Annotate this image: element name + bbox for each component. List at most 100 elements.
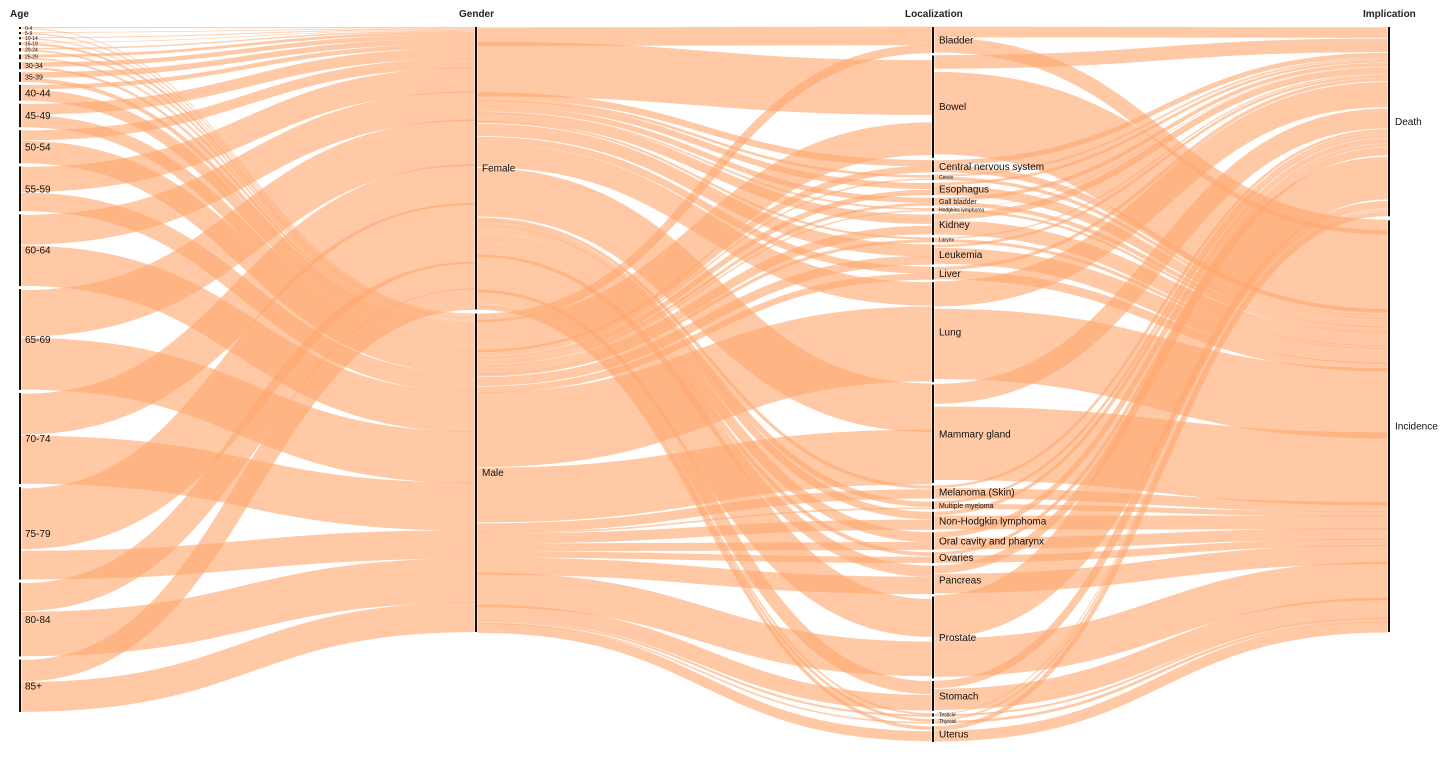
ribbon-gender-male-to-gall-bladder [477, 202, 932, 366]
ribbon-gender-male-to-thyroid [477, 622, 932, 724]
axis-segment-gender-female [475, 27, 477, 310]
ribbon-localization-gall-bladder-to-death [934, 62, 1388, 202]
category-label-age-80-84[interactable]: 80-84 [25, 615, 51, 626]
ribbon-age-80-84-to-female [21, 261, 475, 612]
ribbon-gender-male-to-uterus [477, 622, 932, 742]
category-label-localization-uterus[interactable]: Uterus [939, 730, 968, 741]
category-label-localization-non-hodgkin-lymphoma[interactable]: Non-Hodgkin lymphoma [939, 516, 1047, 527]
axis-segment-localization-prostate [932, 596, 934, 679]
category-label-age-10-14[interactable]: 10-14 [25, 36, 38, 42]
ribbon-age-55-59-to-female [21, 67, 475, 192]
category-label-age-50-54[interactable]: 50-54 [25, 142, 51, 153]
ribbon-gender-male-to-leukemia [477, 255, 932, 387]
ribbon-gender-male-to-hodgkins-lymphoma [477, 209, 932, 367]
category-label-age-5-9[interactable]: 5-9 [25, 31, 32, 37]
ribbon-age-15-19-to-female [21, 29, 475, 43]
axis-segment-localization-gall-bladder [932, 197, 934, 206]
category-label-localization-pancreas[interactable]: Pancreas [939, 575, 981, 586]
category-label-localization-multiple-myeloma[interactable]: Multiple myeloma [939, 503, 994, 510]
category-label-localization-gall-bladder[interactable]: Gall bladder [939, 199, 977, 206]
ribbon-localization-kidney-to-death [934, 67, 1388, 220]
dimension-title-gender[interactable]: Gender [459, 9, 494, 20]
category-label-age-15-19[interactable]: 15-19 [25, 41, 38, 47]
category-label-localization-testicle[interactable]: Testicle [939, 713, 956, 719]
axis-segment-localization-esophagus [932, 182, 934, 196]
category-label-localization-liver[interactable]: Liver [939, 269, 961, 280]
category-label-age-70-74[interactable]: 70-74 [25, 434, 51, 445]
ribbon-age-70-74-to-female [21, 164, 475, 435]
axis-segment-localization-thyroid [932, 719, 934, 724]
category-label-age-85[interactable]: 85+ [25, 681, 42, 692]
category-label-age-20-24[interactable]: 20-24 [25, 47, 38, 53]
dimension-title-age[interactable]: Age [10, 9, 29, 20]
ribbon-age-20-24-to-female [21, 30, 475, 50]
category-label-gender-male[interactable]: Male [482, 468, 504, 479]
category-label-age-30-34[interactable]: 30-34 [25, 63, 43, 70]
category-label-age-55-59[interactable]: 55-59 [25, 184, 51, 195]
category-label-age-65-69[interactable]: 65-69 [25, 335, 51, 346]
ribbon-localization-bowel-to-death [934, 38, 1388, 69]
ribbon-age-60-64-to-female [21, 91, 475, 245]
ribbon-age-75-79-to-male [21, 530, 475, 580]
ribbon-localization-leukemia-to-incidence [934, 247, 1388, 364]
axis-segment-localization-mammary-gland [932, 384, 934, 483]
axis-segment-age-30-34 [19, 62, 21, 70]
category-label-implication-death[interactable]: Death [1395, 117, 1422, 128]
category-label-localization-bowel[interactable]: Bowel [939, 102, 966, 113]
ribbon-localization-kidney-to-incidence [934, 220, 1388, 347]
category-label-localization-kidney[interactable]: Kidney [939, 220, 970, 231]
ribbon-age-85-to-male [21, 602, 475, 712]
axis-segment-age-40-44 [19, 84, 21, 101]
category-label-age-40-44[interactable]: 40-44 [25, 88, 51, 99]
axis-segment-age-0-4 [19, 27, 21, 30]
category-label-localization-thyroid[interactable]: Thyroid [939, 719, 956, 725]
ribbon-gender-male-to-lung [477, 306, 932, 468]
ribbon-localization-thyroid-to-death [934, 209, 1388, 721]
category-label-localization-larynx[interactable]: Larynx [939, 238, 955, 244]
category-label-localization-oral-cavity-and-pharynx[interactable]: Oral cavity and pharynx [939, 537, 1044, 548]
axis-segment-age-55-59 [19, 166, 21, 212]
ribbon-gender-male-to-esophagus [477, 189, 932, 363]
axis-segment-age-65-69 [19, 289, 21, 390]
category-label-localization-stomach[interactable]: Stomach [939, 691, 978, 702]
ribbon-layer [20, 26, 1389, 742]
ribbon-localization-central-nervous-system-to-death [934, 52, 1388, 166]
category-label-age-60-64[interactable]: 60-64 [25, 246, 51, 257]
axis-segment-localization-bladder [932, 27, 934, 53]
ribbon-gender-male-to-larynx [477, 239, 932, 377]
category-label-age-35-39[interactable]: 35-39 [25, 74, 43, 81]
ribbon-localization-non-hodgkin-lymphoma-to-death [934, 134, 1388, 516]
category-label-localization-prostate[interactable]: Prostate [939, 633, 977, 644]
ribbon-localization-prostate-to-death [933, 156, 1389, 639]
category-label-localization-central-nervous-system[interactable]: Central nervous system [939, 162, 1044, 173]
ribbon-age-65-69-to-female [21, 119, 475, 337]
category-label-localization-cervix[interactable]: Cervix [939, 175, 954, 181]
category-label-localization-ovaries[interactable]: Ovaries [939, 553, 973, 564]
ribbon-localization-larynx-to-incidence [934, 239, 1388, 349]
dimension-title-localization[interactable]: Localization [905, 9, 963, 20]
category-label-localization-lung[interactable]: Lung [939, 328, 961, 339]
ribbon-localization-liver-to-death [934, 78, 1388, 271]
category-label-age-0-4[interactable]: 0-4 [25, 26, 32, 32]
ribbon-localization-prostate-to-incidence [934, 561, 1388, 677]
category-label-localization-mammary-gland[interactable]: Mammary gland [939, 429, 1011, 440]
category-label-localization-hodgkins-lymphoma[interactable]: Hodgkins lymphoma [939, 207, 985, 213]
ribbon-gender-female-to-leukemia [477, 123, 932, 257]
axis-segment-age-15-19 [19, 42, 21, 45]
ribbon-gender-male-to-stomach [477, 604, 932, 711]
category-label-localization-melanoma-skin[interactable]: Melanoma (Skin) [939, 488, 1015, 499]
ribbon-age-35-39-to-female [21, 38, 475, 78]
axis-segment-localization-liver [932, 266, 934, 280]
dimension-title-implication[interactable]: Implication [1363, 9, 1416, 20]
category-label-age-45-49[interactable]: 45-49 [25, 111, 51, 122]
category-label-localization-esophagus[interactable]: Esophagus [939, 184, 989, 195]
axis-segment-localization-oral-cavity-and-pharynx [932, 532, 934, 550]
axis-segment-localization-non-hodgkin-lymphoma [932, 511, 934, 530]
category-label-age-25-29[interactable]: 25-29 [25, 55, 38, 61]
category-label-implication-incidence[interactable]: Incidence [1395, 422, 1438, 433]
category-label-localization-leukemia[interactable]: Leukemia [939, 250, 983, 261]
category-label-age-75-79[interactable]: 75-79 [25, 529, 51, 540]
category-label-gender-female[interactable]: Female [482, 164, 516, 175]
ribbon-gender-female-to-bladder [477, 26, 932, 47]
category-label-localization-bladder[interactable]: Bladder [939, 35, 974, 46]
